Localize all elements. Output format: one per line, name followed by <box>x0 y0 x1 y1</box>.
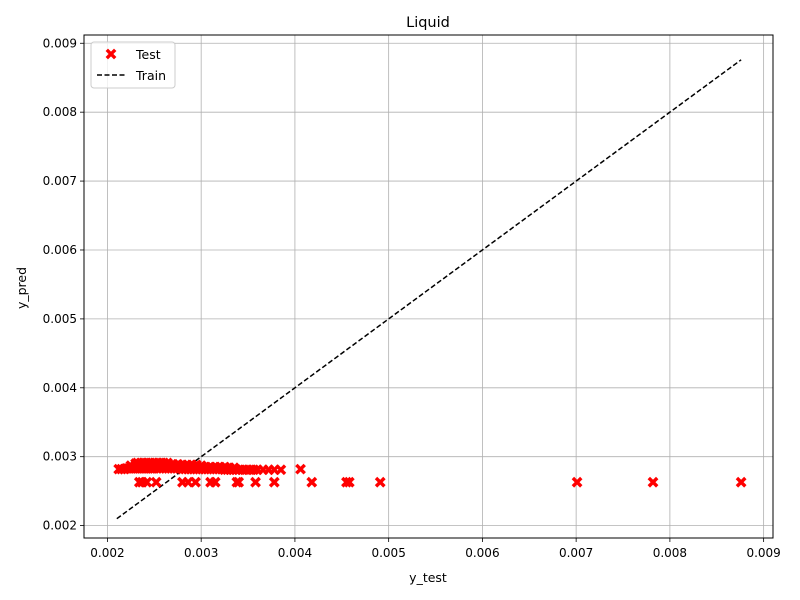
test-point <box>341 476 352 488</box>
x-tick-label: 0.002 <box>90 546 124 560</box>
x-tick-label: 0.008 <box>653 546 687 560</box>
x-tick-label: 0.009 <box>746 546 780 560</box>
x-axis-label: y_test <box>409 570 447 585</box>
test-point <box>268 476 280 488</box>
test-point <box>295 463 306 475</box>
test-point <box>306 476 318 488</box>
test-point <box>250 476 261 488</box>
test-point <box>275 464 287 476</box>
chart-title: Liquid <box>406 15 450 31</box>
x-tick-label: 0.003 <box>184 546 218 560</box>
axis-ticks: 0.002 0.003 0.004 0.005 0.006 0.007 0.008 0.009… <box>43 36 781 560</box>
x-tick-label: 0.006 <box>465 546 499 560</box>
test-point <box>141 476 153 488</box>
test-point <box>647 476 659 488</box>
test-point <box>150 476 162 488</box>
y-tick-label: 0.002 <box>43 519 77 533</box>
test-point <box>735 476 747 488</box>
y-tick-label: 0.008 <box>43 105 77 119</box>
test-point <box>190 476 201 488</box>
test-point <box>228 462 240 474</box>
series-layer <box>113 59 747 520</box>
legend-label-test: Test <box>135 47 161 62</box>
test-point <box>571 476 583 488</box>
x-tick-label: 0.005 <box>371 546 405 560</box>
test-point <box>374 476 386 488</box>
legend-test-x-marker <box>105 48 117 60</box>
legend-label-train: Train <box>135 68 166 83</box>
test-point <box>233 476 245 488</box>
y-tick-label: 0.004 <box>43 381 77 395</box>
y-tick-label: 0.003 <box>43 450 77 464</box>
test-point <box>195 460 207 472</box>
grid <box>84 35 773 538</box>
test-point <box>343 476 355 488</box>
test-point <box>162 457 173 469</box>
x-tick-label: 0.007 <box>559 546 593 560</box>
plot-area-frame <box>83 34 774 539</box>
y-tick-label: 0.005 <box>43 312 77 326</box>
train-line <box>116 59 742 520</box>
y-tick-label: 0.006 <box>43 243 77 257</box>
x-tick-label: 0.004 <box>278 546 312 560</box>
y-tick-label: 0.009 <box>43 36 77 50</box>
legend: Test Train <box>90 41 176 89</box>
legend-test-marker <box>105 48 117 60</box>
y-tick-label: 0.007 <box>43 174 77 188</box>
test-point <box>209 476 221 488</box>
y-axis-label: y_pred <box>14 267 29 309</box>
